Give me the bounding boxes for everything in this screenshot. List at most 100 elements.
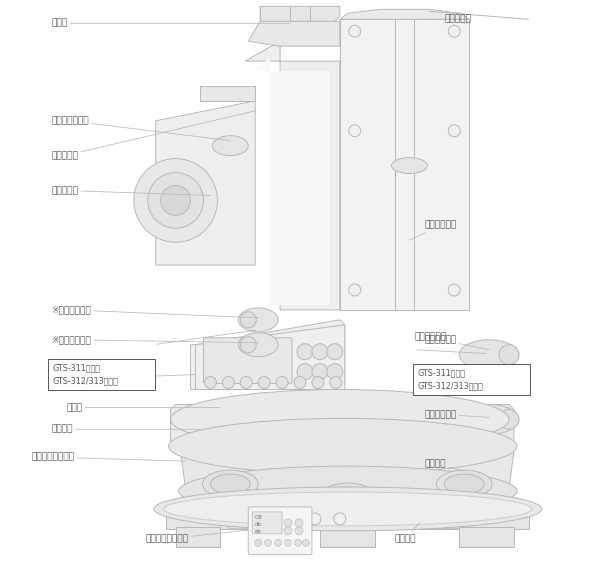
Ellipse shape [459,340,519,370]
Ellipse shape [328,487,368,507]
Text: 基座底板: 基座底板 [395,523,420,543]
Circle shape [349,125,361,137]
Circle shape [297,364,313,379]
Circle shape [349,25,361,37]
Ellipse shape [444,474,484,494]
Polygon shape [320,527,375,547]
Ellipse shape [210,474,250,494]
FancyBboxPatch shape [204,337,292,383]
Circle shape [285,539,291,546]
Polygon shape [255,56,330,305]
Text: 望远镜把手: 望远镜把手 [51,111,255,160]
Text: 圆水准器校正螺丝: 圆水准器校正螺丝 [31,453,186,462]
Circle shape [264,539,272,546]
Circle shape [204,376,216,388]
FancyBboxPatch shape [252,512,282,534]
Circle shape [222,376,234,388]
Text: 长水准管: 长水准管 [51,375,195,384]
Ellipse shape [238,308,278,332]
Circle shape [327,364,343,379]
Circle shape [312,364,328,379]
Text: ※竖直微动螺旋: ※竖直微动螺旋 [51,335,258,344]
FancyBboxPatch shape [398,515,461,529]
Circle shape [334,513,346,525]
Ellipse shape [459,405,519,434]
Text: 电池锁定杆: 电池锁定杆 [429,15,471,24]
Ellipse shape [240,312,256,328]
Circle shape [295,519,303,527]
Polygon shape [340,9,469,19]
Text: 整平螺旋: 整平螺旋 [424,460,464,471]
Circle shape [240,376,252,388]
Ellipse shape [213,136,248,156]
Polygon shape [245,41,340,310]
Ellipse shape [153,487,542,531]
Circle shape [275,539,282,546]
Circle shape [258,376,270,388]
Text: GTS-311：双速: GTS-311：双速 [417,368,466,378]
Circle shape [284,519,292,527]
Ellipse shape [240,337,256,352]
Text: 望远镜目镜: 望远镜目镜 [51,186,210,195]
Text: 水平制动螺旋: 水平制动螺旋 [424,410,489,419]
Circle shape [330,376,342,388]
Circle shape [303,539,309,546]
Circle shape [448,25,460,37]
Polygon shape [180,446,514,489]
Ellipse shape [134,159,217,242]
Text: GB: GB [255,515,263,520]
Text: db: db [255,522,262,527]
Polygon shape [190,320,345,390]
Circle shape [276,376,288,388]
Circle shape [349,284,361,296]
Circle shape [284,527,292,535]
Text: 水平微动螺旋: 水平微动螺旋 [414,333,447,342]
Text: GTS-311：双速: GTS-311：双速 [52,364,100,372]
Polygon shape [176,527,220,547]
Ellipse shape [238,333,278,356]
Circle shape [297,344,313,360]
Circle shape [295,527,303,535]
Polygon shape [248,21,340,46]
FancyBboxPatch shape [48,359,155,390]
Polygon shape [195,325,345,390]
Ellipse shape [499,345,519,364]
Polygon shape [201,86,255,101]
Ellipse shape [147,172,204,228]
Circle shape [255,539,261,546]
Ellipse shape [164,492,532,526]
FancyBboxPatch shape [248,507,312,555]
Text: 仪器中心标志: 仪器中心标志 [410,221,457,240]
Polygon shape [340,19,469,310]
Ellipse shape [179,466,517,516]
Text: 望远镜调焦螺旋: 望远镜调焦螺旋 [51,116,230,141]
Circle shape [309,513,321,525]
Polygon shape [171,405,514,444]
Text: 圆水准器: 圆水准器 [51,425,201,434]
FancyBboxPatch shape [414,364,530,395]
Text: 水平微动螺旋: 水平微动螺旋 [424,335,489,350]
Text: eb: eb [255,529,262,534]
Ellipse shape [392,158,427,174]
Text: 简准器: 简准器 [51,19,290,28]
Text: 三角基座固定装钮: 三角基座固定装钮 [146,529,260,543]
Text: GTS-312/313：单速: GTS-312/313：单速 [417,382,484,391]
Circle shape [448,284,460,296]
Circle shape [294,539,301,546]
Ellipse shape [161,186,190,215]
Polygon shape [459,527,514,547]
Polygon shape [156,101,255,265]
Ellipse shape [168,418,517,474]
Text: 操作键: 操作键 [66,403,220,412]
Ellipse shape [436,470,492,498]
Circle shape [327,344,343,360]
Text: GTS-312/313：单速: GTS-312/313：单速 [52,376,118,386]
Circle shape [294,376,306,388]
Ellipse shape [171,390,509,449]
Ellipse shape [320,483,376,511]
Ellipse shape [202,470,258,498]
Ellipse shape [499,409,519,429]
FancyBboxPatch shape [228,515,292,529]
Circle shape [312,344,328,360]
Polygon shape [165,509,529,529]
